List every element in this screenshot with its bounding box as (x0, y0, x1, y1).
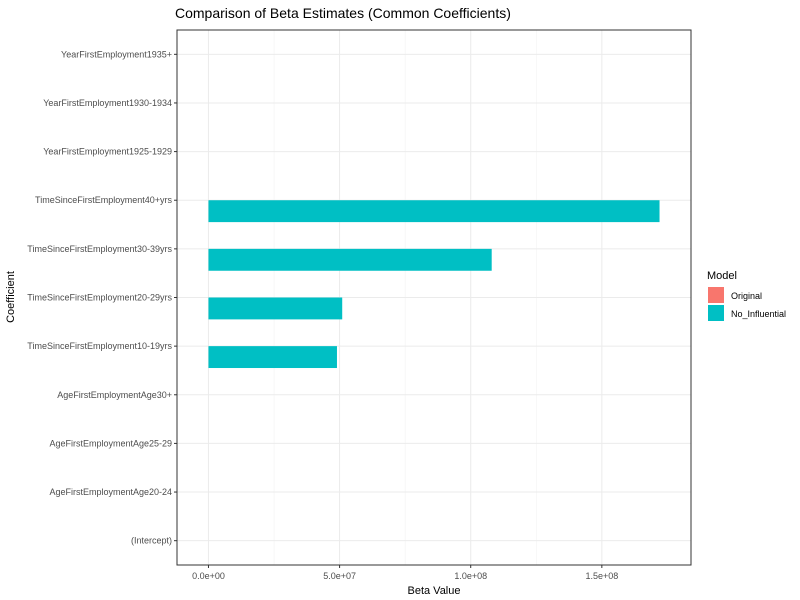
bar-no-influential (208, 200, 660, 223)
legend-title: Model (707, 270, 737, 282)
bars (208, 200, 660, 369)
y-tick-label: TimeSinceFirstEmployment10-19yrs (27, 341, 172, 351)
x-tick-label: 5.0e+07 (323, 571, 356, 581)
y-tick-label: YearFirstEmployment1935+ (61, 49, 172, 59)
legend-label: Original (731, 291, 762, 301)
y-tick-label: YearFirstEmployment1925-1929 (43, 147, 172, 157)
chart-title: Comparison of Beta Estimates (Common Coe… (175, 5, 511, 21)
y-axis: (Intercept) AgeFirstEmploymentAge20-24 Age… (27, 49, 177, 546)
legend: Model Original No_Influential (707, 270, 786, 321)
x-axis-title: Beta Value (407, 585, 460, 597)
y-tick-label: TimeSinceFirstEmployment30-39yrs (27, 244, 172, 254)
y-tick-label: AgeFirstEmploymentAge30+ (57, 390, 172, 400)
legend-label: No_Influential (731, 309, 786, 319)
x-axis: 0.0e+00 5.0e+07 1.0e+08 1.5e+08 (192, 565, 618, 581)
y-tick-label: AgeFirstEmploymentAge25-29 (49, 438, 172, 448)
x-tick-label: 0.0e+00 (192, 571, 225, 581)
x-tick-label: 1.5e+08 (585, 571, 618, 581)
x-tick-label: 1.0e+08 (454, 571, 487, 581)
y-axis-title: Coefficient (5, 271, 17, 323)
bar-no-influential (208, 297, 343, 320)
legend-key (708, 305, 724, 321)
bar-no-influential (208, 346, 337, 369)
y-tick-label: YearFirstEmployment1930-1934 (43, 98, 172, 108)
y-tick-label: TimeSinceFirstEmployment40+yrs (35, 195, 172, 205)
y-tick-label: (Intercept) (131, 536, 172, 546)
y-tick-label: TimeSinceFirstEmployment20-29yrs (27, 293, 172, 303)
bar-no-influential (208, 248, 492, 271)
legend-key (708, 287, 724, 303)
y-tick-label: AgeFirstEmploymentAge20-24 (49, 487, 172, 497)
